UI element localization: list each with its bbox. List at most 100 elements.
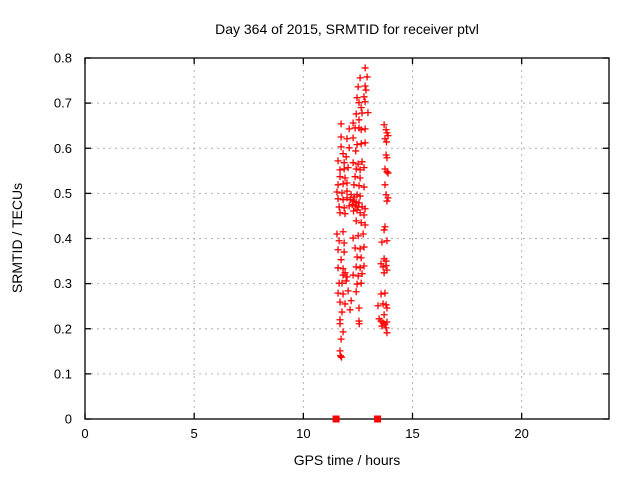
data-point-plus [343, 135, 351, 143]
data-point-plus [352, 217, 360, 225]
data-point-square [332, 415, 340, 423]
data-point-plus [356, 174, 364, 182]
data-point-plus [354, 83, 362, 91]
data-point-plus [352, 288, 360, 296]
data-point-plus [360, 243, 368, 251]
data-point-plus [342, 153, 350, 161]
data-point-plus [356, 166, 364, 174]
data-point-plus [381, 181, 389, 189]
data-point-plus [334, 289, 342, 297]
data-point-plus [339, 265, 347, 273]
data-point-plus [384, 169, 392, 177]
data-point-plus [357, 219, 365, 227]
data-point-plus [340, 248, 348, 256]
data-point-plus [360, 262, 368, 270]
x-axis-label: GPS time / hours [293, 452, 401, 468]
data-point-plus [356, 192, 364, 200]
y-tick-label: 0.8 [54, 51, 72, 66]
data-point-plus [354, 232, 362, 240]
data-point-plus [382, 324, 390, 332]
data-point-plus [338, 353, 346, 361]
data-point-plus [361, 221, 369, 229]
data-point-plus [353, 141, 361, 149]
data-point-plus [383, 197, 391, 205]
data-point-plus [339, 228, 347, 236]
y-tick-label: 0 [65, 412, 72, 427]
data-point-plus [353, 94, 361, 102]
data-point-plus [359, 230, 367, 238]
data-point-plus [353, 191, 361, 199]
data-point-plus [339, 290, 347, 298]
data-point-plus [361, 82, 369, 90]
data-point-plus [383, 138, 391, 146]
data-point-plus [378, 322, 386, 330]
data-point-plus [353, 253, 361, 261]
data-point-plus [361, 205, 369, 213]
data-point-plus [336, 173, 344, 181]
x-tick-label: 0 [81, 426, 88, 441]
data-point-plus [344, 287, 352, 295]
data-point-plus [384, 132, 392, 140]
data-point-plus [361, 64, 369, 72]
data-point-plus [337, 133, 345, 141]
data-point-plus [336, 320, 344, 328]
data-point-plus [383, 154, 391, 162]
data-point-plus [350, 207, 358, 215]
data-point-plus [381, 135, 389, 143]
data-point-plus [354, 160, 362, 168]
x-tick-label: 10 [296, 426, 310, 441]
data-point-plus [338, 279, 346, 287]
data-point-plus [355, 182, 363, 190]
data-point-plus [345, 125, 353, 133]
data-point-plus [341, 210, 349, 218]
data-point-plus [383, 168, 391, 176]
data-point-plus [383, 318, 391, 326]
data-point-plus [345, 202, 353, 210]
y-tick-label: 0.5 [54, 186, 72, 201]
data-point-plus [384, 194, 392, 202]
data-point-plus [382, 126, 390, 134]
data-point-plus [349, 159, 357, 167]
y-tick-label: 0.1 [54, 366, 72, 381]
data-point-plus [349, 234, 357, 242]
data-point-plus [381, 289, 389, 297]
data-point-plus [341, 174, 349, 182]
data-point-plus [352, 110, 360, 118]
data-point-plus [343, 187, 351, 195]
data-point-plus [347, 297, 355, 305]
y-tick-label: 0.6 [54, 141, 72, 156]
data-point-plus [379, 300, 387, 308]
data-point-plus [351, 173, 359, 181]
data-point-square [374, 415, 382, 423]
data-point-plus [362, 86, 370, 94]
x-tick-label: 5 [191, 426, 198, 441]
x-tick-label: 20 [514, 426, 528, 441]
data-point-plus [380, 311, 388, 319]
data-point-plus [357, 104, 365, 112]
data-point-plus [339, 196, 347, 204]
data-point-plus [351, 202, 359, 210]
data-point-plus [361, 98, 369, 106]
data-point-plus [349, 119, 357, 127]
data-point-plus [358, 270, 366, 278]
data-point-plus [340, 159, 348, 167]
data-point-plus [355, 116, 363, 124]
data-point-plus [382, 301, 390, 309]
data-point-plus [383, 237, 391, 245]
data-point-plus [353, 280, 361, 288]
data-point-plus [352, 147, 360, 155]
data-point-plus [342, 277, 350, 285]
data-point-plus [336, 298, 344, 306]
data-point-plus [356, 74, 364, 82]
data-point-plus [334, 264, 342, 272]
data-point-plus [334, 181, 342, 189]
data-point-plus [357, 126, 365, 134]
y-tick-label: 0.7 [54, 96, 72, 111]
data-point-plus [360, 183, 368, 191]
data-point-plus [334, 157, 342, 165]
data-point-plus [356, 245, 364, 253]
data-point-plus [360, 93, 368, 101]
data-point-plus [374, 302, 382, 310]
x-tick-label: 15 [405, 426, 419, 441]
data-point-plus [351, 244, 359, 252]
